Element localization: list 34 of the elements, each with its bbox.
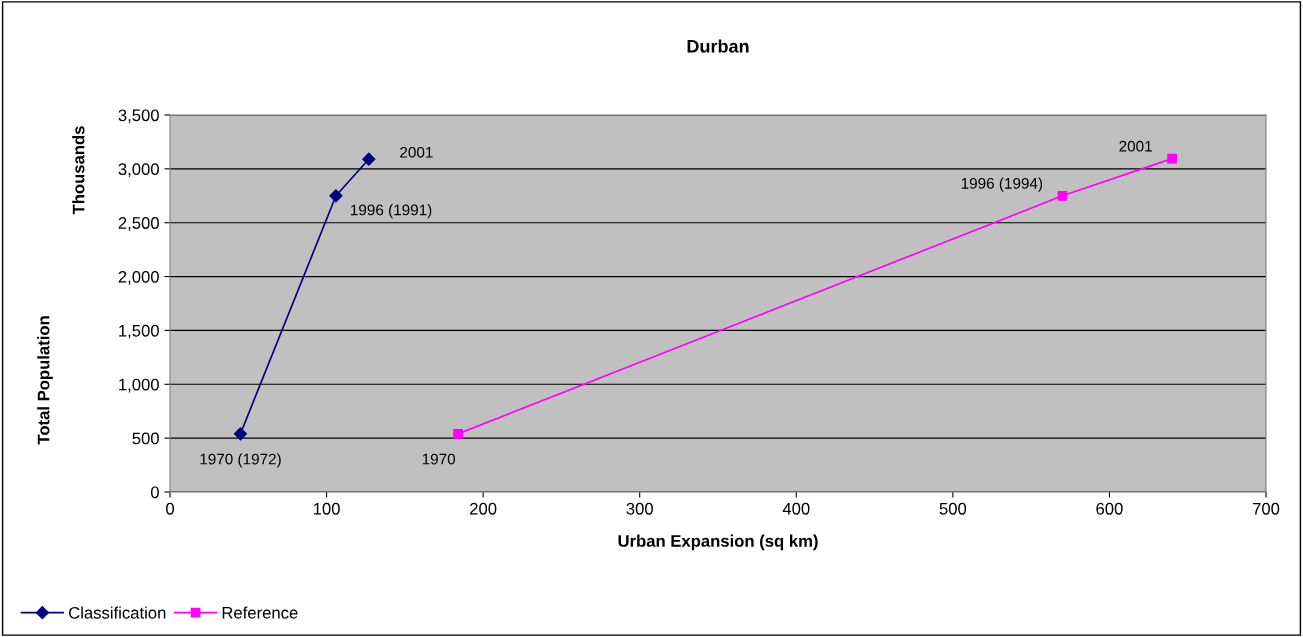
y2-axis-title: Thousands	[72, 126, 85, 215]
annotation: 2001	[400, 146, 433, 158]
point	[1167, 153, 1177, 164]
x-tick-label: 0	[166, 502, 174, 515]
annotation: 1970	[422, 453, 456, 465]
point	[453, 428, 463, 439]
x-tick-label: 700	[1252, 502, 1280, 515]
x-tick-label: 600	[1096, 502, 1123, 515]
y-axis-title: Total Population	[37, 316, 53, 445]
chart-title: Durban	[687, 39, 749, 53]
x-tick-label: 300	[626, 502, 653, 515]
annotation: 1996 (1994)	[961, 177, 1043, 192]
legend-label: Classification	[69, 606, 166, 619]
x-tick-label: 500	[939, 502, 967, 515]
y-tick-label: 3,000	[118, 163, 159, 178]
annotation: 1970 (1972)	[200, 453, 281, 468]
annotation: 2001	[1119, 140, 1152, 152]
x-tick-label: 400	[782, 502, 810, 515]
point	[329, 189, 343, 203]
annotation: 1996 (1991)	[351, 204, 432, 219]
y-tick-label: 1,000	[119, 378, 159, 393]
point	[362, 152, 376, 166]
y-tick-label: 2,000	[118, 270, 159, 285]
y-tick-label: 500	[132, 432, 159, 445]
legend-label: Reference	[222, 606, 298, 619]
y-tick-label: 0	[150, 486, 159, 499]
point	[233, 427, 248, 441]
point	[1057, 190, 1068, 201]
y-tick-label: 1,500	[119, 324, 159, 339]
x-tick-label: 100	[313, 502, 340, 515]
y-tick-label: 2,500	[118, 217, 159, 231]
x-axis-title: Urban Expansion (sq km)	[618, 534, 818, 551]
x-tick-label: 200	[470, 502, 497, 515]
y-tick-label: 3,500	[118, 109, 159, 124]
